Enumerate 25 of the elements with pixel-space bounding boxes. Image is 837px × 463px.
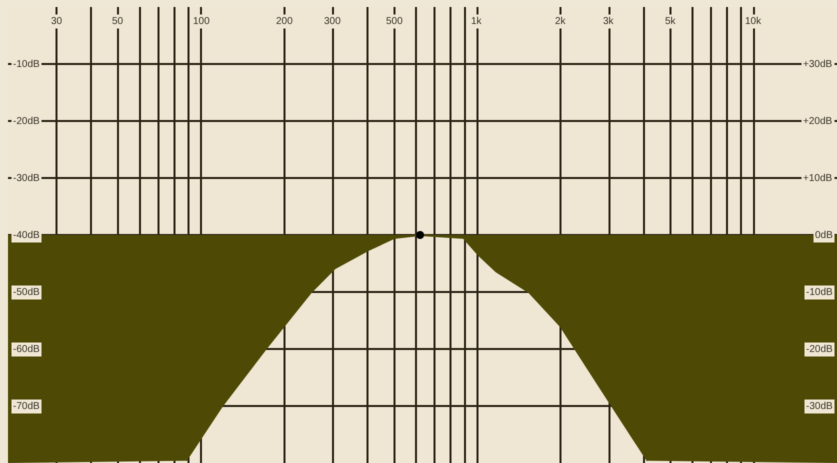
y2-tick-label: +10dB (803, 173, 833, 184)
x-tick-label: 50 (112, 16, 124, 27)
y2-tick-label: -20dB (806, 344, 834, 355)
x-tick-label: 10k (745, 16, 762, 27)
y-tick-label: -30dB (13, 173, 40, 184)
y-tick-label: -70dB (13, 401, 40, 412)
y2-tick-label: 0dB (815, 230, 834, 241)
y2-tick-label: +30dB (803, 59, 833, 70)
x-tick-label: 500 (386, 16, 404, 27)
y-tick-label: -40dB (13, 230, 40, 241)
y2-tick-label: -30dB (806, 401, 834, 412)
y2-tick-label: +20dB (803, 116, 833, 127)
y-tick-label: -60dB (13, 344, 40, 355)
y-tick-label: -10dB (13, 59, 40, 70)
x-tick-label: 1k (471, 16, 483, 27)
x-tick-label: 5k (665, 16, 677, 27)
y-tick-label: -50dB (13, 287, 40, 298)
y2-tick-label: -10dB (806, 287, 834, 298)
y-tick-label: -20dB (13, 116, 40, 127)
x-tick-label: 3k (603, 16, 615, 27)
x-tick-label: 2k (555, 16, 567, 27)
x-tick-label: 300 (324, 16, 342, 27)
x-tick-label: 30 (51, 16, 63, 27)
x-tick-label: 200 (276, 16, 294, 27)
x-tick-label: 100 (193, 16, 210, 27)
